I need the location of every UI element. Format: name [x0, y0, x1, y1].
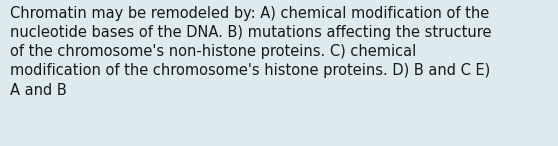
Text: Chromatin may be remodeled by: A) chemical modification of the
nucleotide bases : Chromatin may be remodeled by: A) chemic…	[10, 6, 492, 98]
